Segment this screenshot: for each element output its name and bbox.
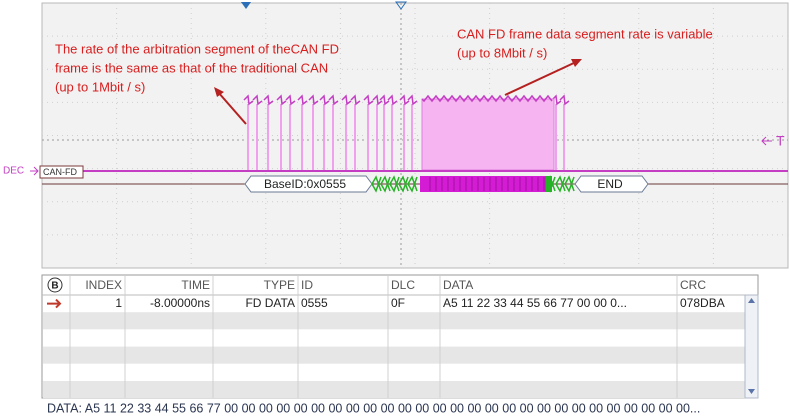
- decode-id: BaseID:0x0555: [264, 177, 346, 191]
- scrollbar[interactable]: [744, 294, 759, 399]
- pulse-top: [363, 94, 374, 106]
- bus-label: CAN-FD: [43, 167, 77, 177]
- pulse-top: [308, 94, 319, 106]
- decode-bit: [398, 175, 409, 193]
- decode-data-ticks: [429, 177, 545, 191]
- pulse-top: [276, 94, 287, 106]
- table-cell: -8.00000ns: [150, 296, 210, 310]
- waveform: [243, 94, 570, 171]
- column-header: TIME: [181, 278, 210, 292]
- pulse-top: [387, 94, 398, 106]
- table-row: [43, 329, 745, 347]
- pulse-top: [243, 94, 254, 106]
- annotation-arrowhead: [214, 87, 224, 97]
- pulse-top: [551, 94, 562, 106]
- decode-bit: [380, 175, 391, 193]
- decode-bit: [389, 175, 400, 193]
- decode-data-block: [420, 176, 546, 192]
- table-icon: [47, 277, 63, 293]
- trigger-position-marker: [241, 2, 251, 9]
- column-header: INDEX: [85, 278, 122, 292]
- annotation-arrow: [504, 61, 577, 96]
- column-header: DATA: [443, 278, 473, 292]
- table-row: [43, 381, 745, 399]
- annotation-line: (up to 1Mbit / s): [55, 79, 145, 94]
- pulse-top: [559, 94, 570, 106]
- table-cell: 1: [115, 296, 122, 310]
- pulse-top: [328, 94, 339, 106]
- decode-bit: [555, 175, 566, 193]
- annotation-line: The rate of the arbitration segment of t…: [55, 41, 339, 56]
- center-marker: [395, 1, 407, 10]
- column-header: TYPE: [264, 278, 295, 292]
- table-row: [43, 363, 745, 381]
- scroll-up[interactable]: [748, 298, 755, 303]
- decode-bit: [407, 175, 418, 193]
- pulse-top: [263, 94, 274, 106]
- pulse-top: [285, 94, 296, 106]
- annotation-arrowhead: [571, 59, 582, 67]
- column-header: ID: [301, 278, 313, 292]
- pulse-top: [341, 94, 352, 106]
- bus-label-box: [39, 165, 84, 179]
- table-row: [43, 295, 745, 313]
- decode-bit: [564, 175, 575, 193]
- column-header: CRC: [680, 278, 706, 292]
- annotation-arbitration: The rate of the arbitration segment of t…: [55, 41, 339, 94]
- trigger-arrow: [761, 136, 772, 146]
- pulse-top: [252, 94, 263, 106]
- annotation-data: CAN FD frame data segment rate is variab…: [457, 26, 713, 60]
- scope-grid: [42, 3, 788, 268]
- table-cell: FD DATA: [245, 296, 295, 310]
- data-segment: [421, 98, 555, 171]
- annotation-line: CAN FD frame data segment rate is variab…: [457, 26, 713, 41]
- pulse-top: [379, 94, 390, 106]
- pulse-top: [319, 94, 330, 106]
- table-row: [43, 312, 745, 330]
- table-row: [43, 346, 745, 364]
- table-cell: A5 11 22 33 44 55 66 77 00 00 0...: [443, 296, 627, 310]
- decode-bit-block: [546, 176, 552, 192]
- annotation-line: frame is the same as that of the traditi…: [55, 60, 328, 75]
- annotation-arrow: [217, 91, 247, 125]
- pulse-top: [372, 94, 383, 106]
- table-body: B INDEX TIME TYPE ID DLC DATA CRC 1 -8.00000ns FD …: [42, 276, 758, 399]
- pulse-top: [297, 94, 308, 106]
- table-icon-label: B: [51, 281, 58, 292]
- pulse-top: [399, 94, 410, 106]
- decode-end: END: [597, 177, 623, 191]
- selected-row-arrow: [47, 298, 62, 309]
- table-cell: 0F: [391, 296, 405, 310]
- table-cell: 0555: [301, 296, 328, 310]
- status-bar: DATA: A5 11 22 33 44 55 66 77 00 00 00 0…: [47, 401, 700, 415]
- data-segment-top: [421, 94, 553, 103]
- trigger-label: T: [776, 133, 785, 149]
- scroll-down[interactable]: [748, 389, 755, 394]
- decode-end-cell: [574, 175, 649, 193]
- decode-bit: [371, 175, 382, 193]
- annotation-line: (up to 8Mbit / s): [457, 45, 547, 60]
- column-header: DLC: [391, 278, 415, 292]
- pulse-top: [407, 94, 418, 106]
- channel-label: DEC: [3, 166, 24, 177]
- decode-bits: [371, 175, 575, 193]
- table-cell: 078DBA: [680, 296, 725, 310]
- channel-arrow: [30, 166, 39, 176]
- pulse-top: [350, 94, 361, 106]
